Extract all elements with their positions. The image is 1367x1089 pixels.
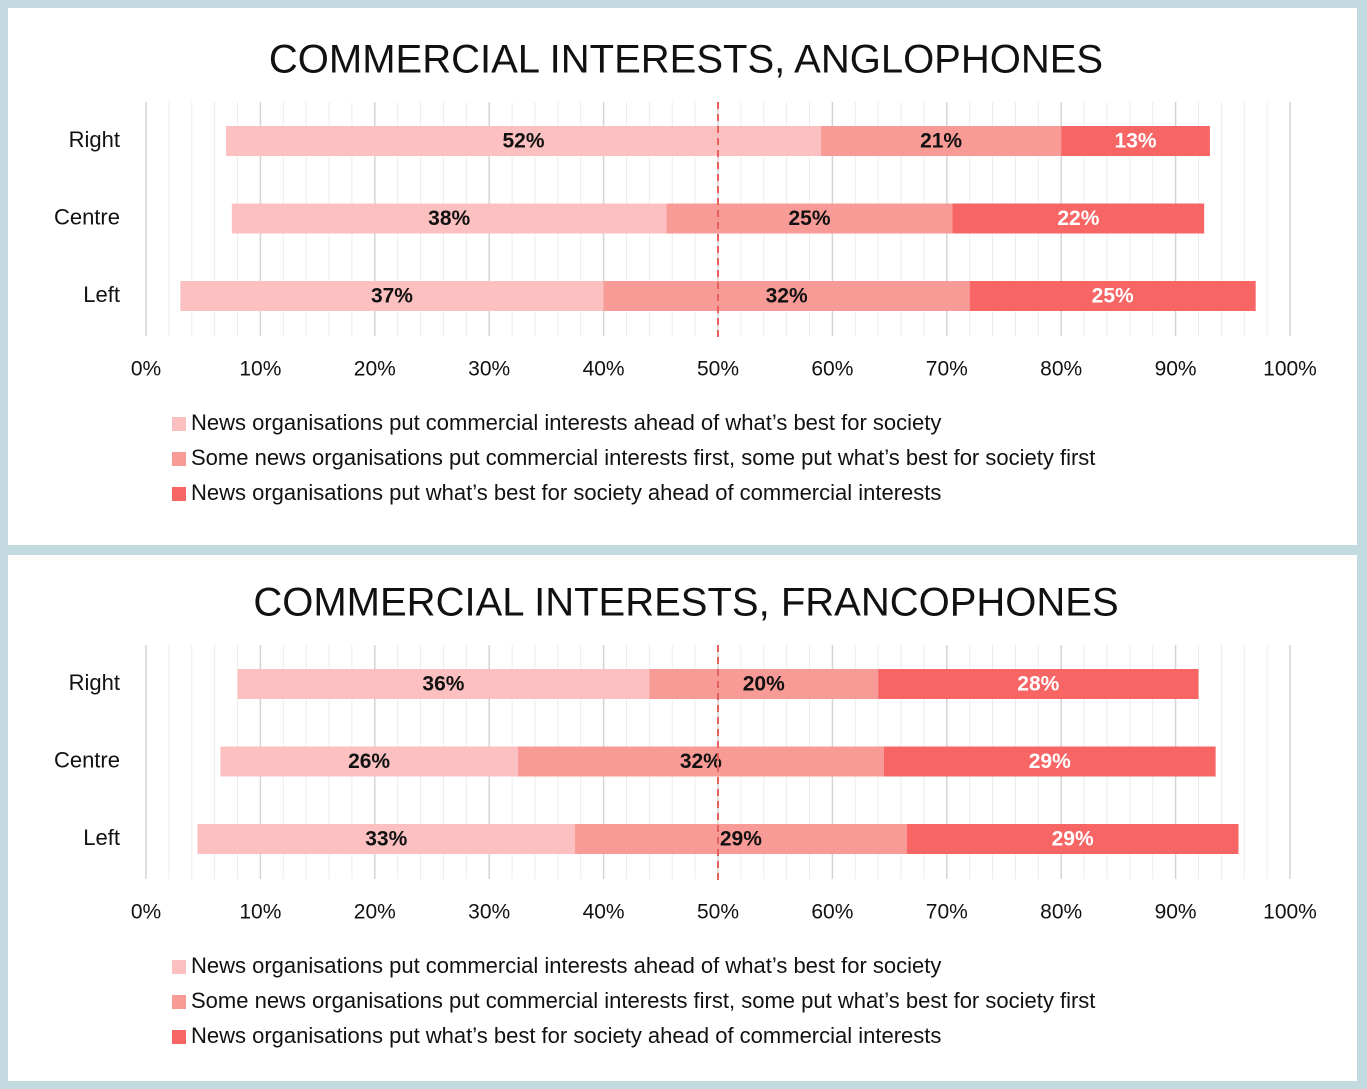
data-label: 37% [371, 285, 413, 308]
x-tick-label: 90% [1155, 358, 1197, 381]
bar-segment [649, 669, 879, 699]
data-label: 28% [1017, 673, 1059, 696]
x-tick-label: 40% [583, 358, 625, 381]
y-tick-label: Left [83, 282, 120, 307]
legend-swatch [172, 417, 186, 431]
x-tick-label: 50% [697, 358, 739, 381]
legend-label: News organisations put commercial intere… [191, 953, 941, 978]
bar-segment [575, 824, 907, 854]
bar-segment [197, 824, 576, 854]
data-label: 29% [720, 828, 762, 851]
data-label: 25% [789, 207, 831, 230]
x-tick-label: 100% [1263, 901, 1317, 924]
data-label: 52% [503, 130, 545, 153]
data-label: 25% [1092, 285, 1134, 308]
bar-segment [820, 126, 1062, 156]
x-tick-label: 10% [239, 901, 281, 924]
legend-swatch [172, 1030, 186, 1044]
data-label: 33% [365, 828, 407, 851]
legend-label: News organisations put commercial intere… [191, 410, 941, 435]
y-tick-label: Centre [54, 204, 120, 229]
x-tick-label: 30% [468, 358, 510, 381]
x-tick-label: 60% [811, 358, 853, 381]
legend-swatch [172, 452, 186, 466]
bar-segment [226, 126, 821, 156]
x-tick-label: 50% [697, 901, 739, 924]
legend-label: News organisations put what’s best for s… [191, 1023, 941, 1048]
legend-label: News organisations put what’s best for s… [191, 480, 941, 505]
y-tick-label: Centre [54, 747, 120, 772]
x-tick-label: 20% [354, 901, 396, 924]
legend-label: Some news organisations put commercial i… [191, 445, 1095, 470]
x-tick-label: 90% [1155, 901, 1197, 924]
x-tick-label: 70% [926, 358, 968, 381]
y-tick-label: Left [83, 825, 120, 850]
data-label: 20% [743, 673, 785, 696]
chart-title: COMMERCIAL INTERESTS, FRANCOPHONES [253, 581, 1118, 625]
data-label: 13% [1115, 130, 1157, 153]
bar-segment [1061, 126, 1210, 156]
data-label: 32% [766, 285, 808, 308]
x-tick-label: 80% [1040, 901, 1082, 924]
y-tick-label: Right [69, 127, 120, 152]
data-label: 22% [1057, 207, 1099, 230]
data-label: 21% [920, 130, 962, 153]
x-tick-label: 0% [131, 901, 161, 924]
x-tick-label: 80% [1040, 358, 1082, 381]
data-label: 32% [680, 750, 722, 773]
x-tick-label: 20% [354, 358, 396, 381]
x-tick-label: 0% [131, 358, 161, 381]
bar-segment [883, 746, 1216, 777]
panel [8, 555, 1357, 1081]
data-label: 29% [1052, 828, 1094, 851]
y-tick-label: Right [69, 670, 120, 695]
x-tick-label: 10% [239, 358, 281, 381]
x-tick-label: 40% [583, 901, 625, 924]
bar-segment [603, 281, 970, 311]
data-label: 36% [422, 673, 464, 696]
x-tick-label: 60% [811, 901, 853, 924]
legend-swatch [172, 487, 186, 501]
legend-swatch [172, 995, 186, 1009]
bar-segment [220, 746, 518, 777]
bar-segment [231, 203, 667, 234]
x-tick-label: 70% [926, 901, 968, 924]
data-label: 26% [348, 750, 390, 773]
data-label: 38% [428, 207, 470, 230]
bar-segment [969, 281, 1256, 311]
panel [8, 8, 1357, 545]
bar-segment [517, 746, 884, 777]
bar-segment [180, 281, 604, 311]
bar-segment [237, 669, 650, 699]
chart-title: COMMERCIAL INTERESTS, ANGLOPHONES [269, 38, 1103, 82]
legend-swatch [172, 960, 186, 974]
bar-segment [906, 824, 1239, 854]
bar-segment [878, 669, 1199, 699]
legend-label: Some news organisations put commercial i… [191, 988, 1095, 1013]
bar-segment [952, 203, 1205, 234]
data-label: 29% [1029, 750, 1071, 773]
bar-segment [666, 203, 953, 234]
x-tick-label: 30% [468, 901, 510, 924]
x-tick-label: 100% [1263, 358, 1317, 381]
